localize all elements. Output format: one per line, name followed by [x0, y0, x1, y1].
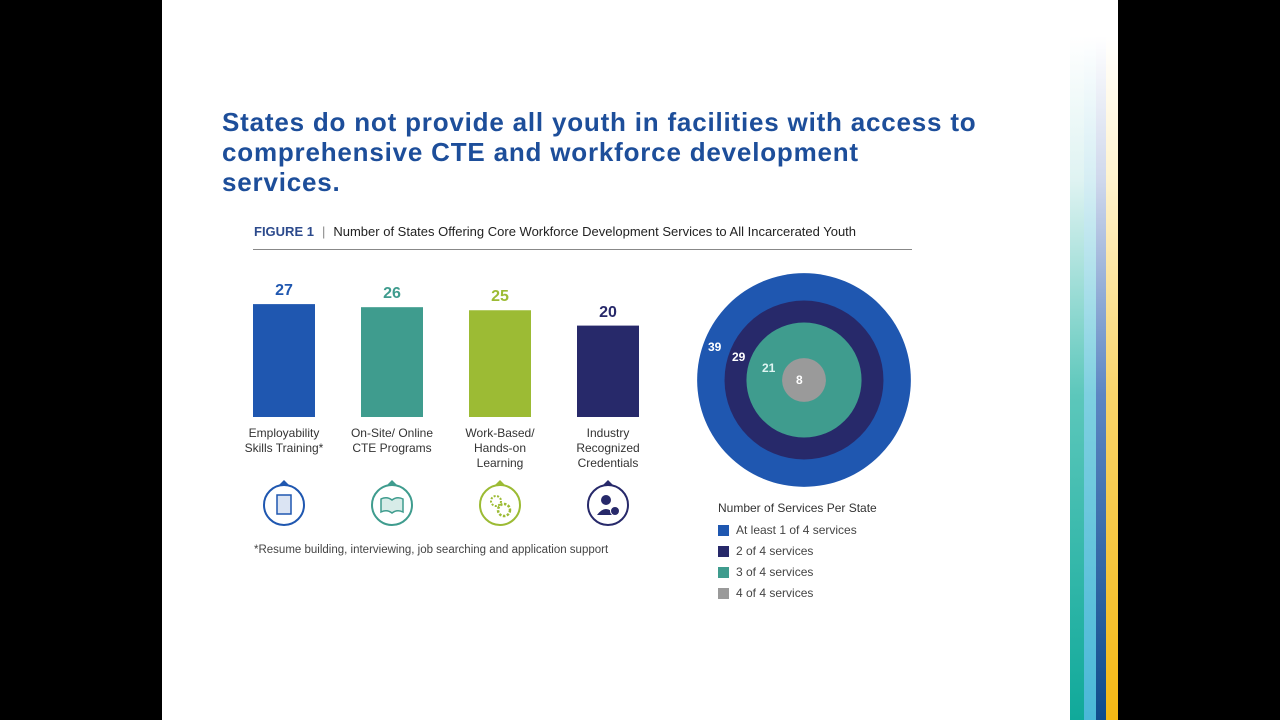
legend-item: 4 of 4 services	[718, 586, 813, 600]
decorative-stripes	[1070, 0, 1118, 720]
legend-title: Number of Services Per State	[718, 501, 877, 515]
legend-swatch	[718, 545, 729, 557]
bar	[253, 304, 315, 417]
chart-canvas	[253, 273, 911, 526]
legend-item: 2 of 4 services	[718, 544, 813, 558]
bar-category-label: Industry Recognized Credentials	[576, 426, 640, 470]
ring-value-label: 8	[796, 373, 803, 387]
legend-swatch	[718, 524, 729, 536]
figure-caption: FIGURE 1 | Number of States Offering Core …	[254, 224, 856, 239]
document-icon	[263, 480, 305, 526]
ring-value-label: 29	[732, 350, 746, 364]
bar-category-label: Employability Skills Training*	[244, 426, 324, 455]
bar	[469, 310, 531, 417]
ring-value-label: 21	[762, 361, 776, 375]
ring-value-label: 39	[708, 340, 722, 354]
bar	[361, 307, 423, 417]
bar-value-label: 25	[491, 288, 509, 306]
legend-label: 4 of 4 services	[736, 586, 814, 600]
legend-label: 3 of 4 services	[736, 565, 814, 579]
person-check-icon	[587, 480, 629, 526]
legend-item: 3 of 4 services	[718, 565, 813, 579]
bar-category-label: Work-Based/ Hands-on Learning	[465, 426, 535, 470]
legend-label: At least 1 of 4 services	[736, 523, 857, 537]
legend-swatch	[718, 566, 729, 578]
slide: States do not provide all youth in facil…	[162, 0, 1118, 720]
bar-value-label: 26	[383, 285, 401, 303]
caption-separator: |	[321, 224, 326, 239]
legend-item: At least 1 of 4 services	[718, 523, 857, 537]
gears-icon	[479, 480, 521, 526]
slide-title: States do not provide all youth in facil…	[222, 107, 977, 197]
bar-value-label: 20	[599, 303, 617, 321]
legend-label: 2 of 4 services	[736, 544, 814, 558]
footnote: *Resume building, interviewing, job sear…	[254, 544, 609, 556]
bar-category-label: On-Site/ Online CTE Programs	[350, 426, 434, 455]
figure-label: FIGURE 1	[254, 224, 314, 239]
caption-rule	[253, 249, 912, 250]
bar	[577, 325, 639, 417]
ring-4	[782, 358, 826, 402]
legend-swatch	[718, 587, 729, 599]
book-icon	[371, 480, 413, 526]
bar-value-label: 27	[275, 282, 293, 300]
figure-title: Number of States Offering Core Workforce…	[333, 224, 857, 239]
